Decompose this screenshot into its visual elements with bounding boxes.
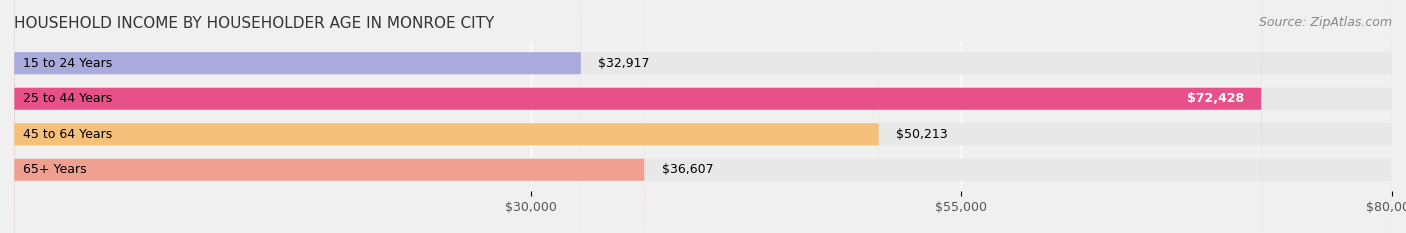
FancyBboxPatch shape [14,0,644,233]
Text: 45 to 64 Years: 45 to 64 Years [22,128,112,141]
FancyBboxPatch shape [14,0,1392,233]
FancyBboxPatch shape [14,0,1392,233]
Text: 15 to 24 Years: 15 to 24 Years [22,57,112,70]
Text: $50,213: $50,213 [896,128,948,141]
FancyBboxPatch shape [14,0,581,233]
Text: Source: ZipAtlas.com: Source: ZipAtlas.com [1258,16,1392,29]
FancyBboxPatch shape [14,0,1392,233]
Text: 25 to 44 Years: 25 to 44 Years [22,92,112,105]
Text: $32,917: $32,917 [598,57,650,70]
Text: HOUSEHOLD INCOME BY HOUSEHOLDER AGE IN MONROE CITY: HOUSEHOLD INCOME BY HOUSEHOLDER AGE IN M… [14,16,495,31]
FancyBboxPatch shape [14,0,1261,233]
FancyBboxPatch shape [14,0,1392,233]
Text: $72,428: $72,428 [1187,92,1244,105]
FancyBboxPatch shape [14,0,879,233]
Text: $36,607: $36,607 [662,163,713,176]
Text: 65+ Years: 65+ Years [22,163,86,176]
